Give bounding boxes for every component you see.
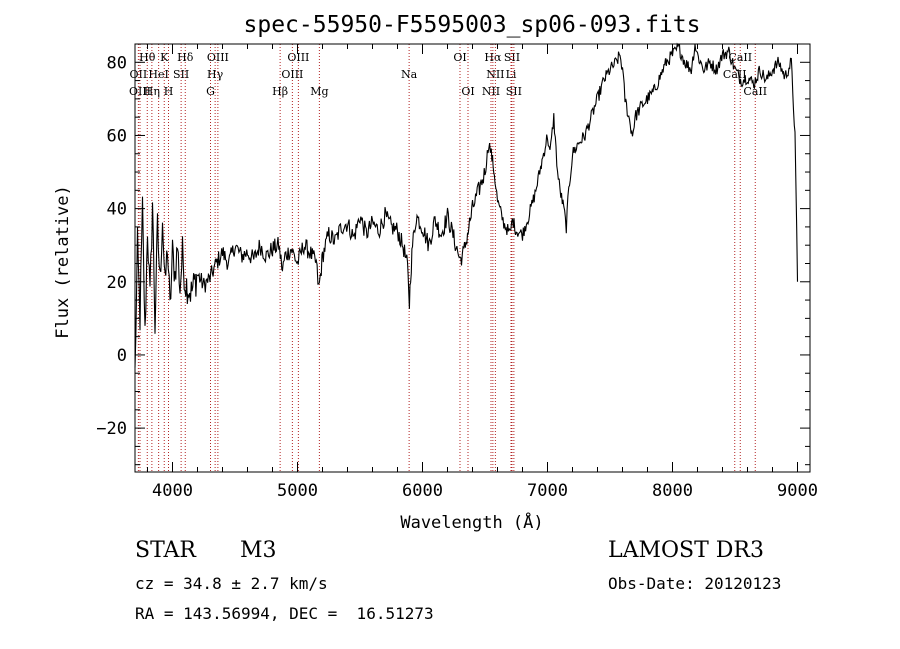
object-class: STAR xyxy=(135,538,196,563)
line-marker-label: OIII xyxy=(287,51,309,64)
chart-title: spec-55950-F5595003_sp06-093.fits xyxy=(244,12,701,38)
line-marker-label: CaII xyxy=(723,68,747,81)
x-tick-label: 4000 xyxy=(152,481,193,501)
spectrum-series xyxy=(134,42,799,368)
plot-frame xyxy=(134,43,811,473)
line-marker-label: Na xyxy=(401,68,418,81)
y-tick-label: 80 xyxy=(107,53,127,73)
x-tick-label: 9000 xyxy=(777,481,818,501)
line-marker-label: CaII xyxy=(743,85,767,98)
x-tick-label: 7000 xyxy=(527,481,568,501)
y-tick-label: 0 xyxy=(117,346,127,366)
line-marker-label: CaII xyxy=(728,51,752,64)
line-marker-label: K xyxy=(160,51,169,64)
x-tick-label: 6000 xyxy=(402,481,443,501)
line-marker-label: H xyxy=(164,85,174,98)
line-marker-label: Hβ xyxy=(272,85,288,98)
line-marker-label: OIII xyxy=(281,68,303,81)
line-marker-label: OI xyxy=(453,51,466,64)
y-tick-label: 20 xyxy=(107,273,127,293)
x-tick-label: 5000 xyxy=(277,481,318,501)
redshift-line: cz = 34.8 ± 2.7 km/s xyxy=(135,574,328,593)
y-tick-label: 40 xyxy=(107,200,127,220)
obs-date-line: Obs-Date: 20120123 xyxy=(608,574,782,593)
line-marker-label: Mg xyxy=(310,85,328,98)
x-tick-label: 8000 xyxy=(652,481,693,501)
line-marker-label: G xyxy=(206,85,215,98)
spectrum-line xyxy=(134,42,799,368)
line-marker-label: NII xyxy=(486,68,504,81)
y-tick-label: −20 xyxy=(96,419,127,439)
line-marker-label: SII xyxy=(504,51,520,64)
line-marker-label: Hα xyxy=(484,51,502,64)
y-axis-label: Flux (relative) xyxy=(53,185,73,339)
line-marker-label: NII xyxy=(482,85,500,98)
line-marker-label: OII xyxy=(130,68,148,81)
radec-line: RA = 143.56994, DEC = 16.51273 xyxy=(135,604,434,623)
line-marker-label: Hγ xyxy=(207,68,224,81)
line-marker-label: SII xyxy=(173,68,189,81)
line-marker-label: Hθ xyxy=(139,51,156,64)
line-marker-label: SII xyxy=(506,85,522,98)
line-marker-label: Li xyxy=(506,68,517,81)
line-marker-label: OI xyxy=(461,85,474,98)
object-subclass: M3 xyxy=(240,538,277,563)
x-axis-label: Wavelength (Å) xyxy=(400,511,543,533)
line-marker-label: Hη xyxy=(144,85,160,98)
line-marker-label: HeI xyxy=(148,68,168,81)
survey-name: LAMOST DR3 xyxy=(608,538,764,563)
axes: 4000 5000 6000 7000 8000 9000 −20 0 20 40 60 80 xyxy=(96,44,818,501)
y-tick-label: 60 xyxy=(107,126,127,146)
line-marker-label: Hδ xyxy=(177,51,194,64)
line-marker-label: OIII xyxy=(207,51,229,64)
line-marker-label: OIII xyxy=(129,85,151,98)
